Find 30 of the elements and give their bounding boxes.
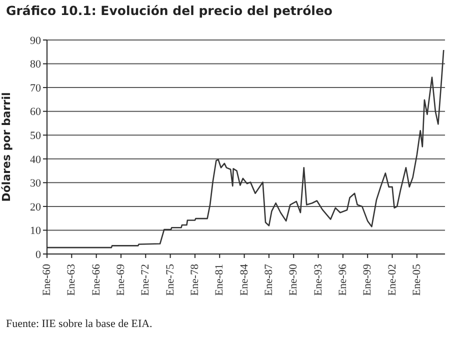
y-tick-label: 20 xyxy=(30,201,42,214)
y-tick-label: 40 xyxy=(30,154,42,166)
x-tick-label: Ene-87 xyxy=(262,264,275,296)
y-tick-label: 80 xyxy=(30,58,42,71)
x-tick-label: Ene-66 xyxy=(90,264,102,296)
source-note: Fuente: IIE sobre la base de EIA. xyxy=(6,318,152,330)
y-tick-label: 0 xyxy=(36,248,42,261)
y-tick-label: 50 xyxy=(30,130,42,142)
y-tick-label: 60 xyxy=(30,106,42,118)
x-tick-label: Ene-84 xyxy=(238,264,250,296)
y-tick-label: 30 xyxy=(30,178,42,190)
x-tick-label: Ene-69 xyxy=(114,264,127,296)
y-tick-label: 70 xyxy=(30,82,42,94)
x-tick-label: Ene-60 xyxy=(41,264,53,296)
x-tick-label: Ene-99 xyxy=(362,264,374,296)
x-tick-label: Ene-05 xyxy=(410,264,423,296)
chart-title: Gráfico 10.1: Evolución del precio del petróleo xyxy=(6,3,333,18)
x-tick-label: Ene-81 xyxy=(214,264,226,296)
line-series xyxy=(47,49,444,248)
y-axis-title: Dólares por barril xyxy=(0,92,13,202)
x-tick-label: Ene-63 xyxy=(66,264,78,296)
x-tick-label: Ene-78 xyxy=(188,264,201,296)
x-tick-label: Ene-02 xyxy=(386,264,398,296)
x-tick-label: Ene-96 xyxy=(336,264,349,296)
x-tick-label: Ene-75 xyxy=(164,264,176,296)
x-tick-label: Ene-93 xyxy=(312,264,324,296)
y-tick-label: 10 xyxy=(30,225,42,238)
x-tick-label: Ene-90 xyxy=(288,264,300,296)
x-tick-label: Ene-72 xyxy=(140,264,152,296)
y-tick-label: 90 xyxy=(30,34,42,47)
